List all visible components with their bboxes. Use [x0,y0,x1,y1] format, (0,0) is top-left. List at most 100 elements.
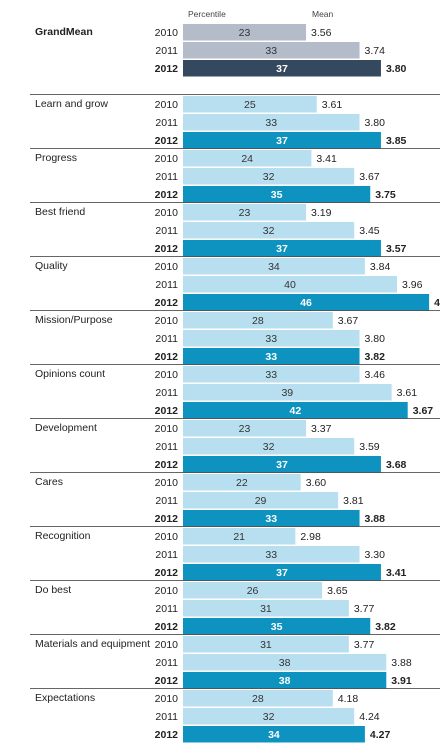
percentile-label: 32 [263,171,275,183]
year-label: 2010 [155,261,179,273]
percentile-label: 37 [276,135,288,147]
year-label: 2012 [155,297,179,309]
mean-label: 3.67 [338,315,359,327]
bar-learn-and-grow-2011 [183,114,360,131]
category-label: Recognition [35,530,91,542]
bar-quality-2010 [183,258,365,275]
category-label: Mission/Purpose [35,314,113,326]
bar-progress-2011 [183,168,355,185]
bar-expectations-2011 [183,708,355,725]
mean-label: 3.67 [359,171,380,183]
bar-learn-and-grow-2010 [183,96,317,113]
percentile-label: 29 [255,495,267,507]
mean-label: 3.59 [359,441,380,453]
category-label: Do best [35,584,71,596]
category-label: GrandMean [35,26,93,38]
mean-label: 3.61 [322,99,343,111]
bar-materials-and-equipment-2012 [183,672,387,689]
mean-label: 3.60 [306,477,327,489]
year-label: 2012 [155,189,179,201]
percentile-label: 32 [263,711,275,723]
year-label: 2010 [155,423,179,435]
percentile-label: 33 [265,351,277,363]
mean-label: 3.68 [386,459,407,471]
mean-label: 3.37 [311,423,332,435]
mean-label: 3.91 [391,675,412,687]
mean-label: 3.88 [391,657,412,669]
year-label: 2012 [155,675,179,687]
bar-recognition-2010 [183,528,296,545]
year-label: 2012 [155,513,179,525]
year-label: 2010 [155,585,179,597]
percentile-label: 31 [260,639,272,651]
percentile-label: 33 [265,549,277,561]
year-label: 2011 [155,171,178,183]
percentile-label: 37 [276,63,288,75]
bar-progress-2012 [183,186,371,203]
percentile-label: 35 [271,189,283,201]
year-label: 2011 [155,333,178,345]
bar-quality-2011 [183,276,397,293]
bar-best-friend-2012 [183,240,381,257]
mean-label: 3.75 [375,189,396,201]
bar-cares-2011 [183,492,339,509]
bar-expectations-2010 [183,690,333,707]
year-label: 2010 [155,99,179,111]
bar-grandmean-2011 [183,42,360,59]
bar-expectations-2012 [183,726,365,743]
bar-do-best-2012 [183,618,371,635]
mean-label: 3.41 [386,567,407,579]
category-label: Best friend [35,206,85,218]
percentile-label: 33 [265,369,277,381]
mean-label: 3.74 [365,45,386,57]
mean-label: 4.18 [338,693,359,705]
mean-label: 3.80 [386,63,407,75]
percentile-label: 34 [268,261,280,273]
mean-label: 3.67 [413,405,434,417]
year-label: 2010 [155,639,179,651]
bar-progress-2010 [183,150,312,167]
year-label: 2011 [155,225,178,237]
category-label: Cares [35,476,63,488]
category-label: Development [35,422,97,434]
year-label: 2011 [155,549,178,561]
category-label: Learn and grow [35,98,108,110]
year-label: 2011 [155,711,178,723]
mean-label: 3.96 [402,279,423,291]
bar-cares-2010 [183,474,301,491]
bar-cares-2012 [183,510,360,527]
bar-mission-purpose-2011 [183,330,360,347]
bar-development-2012 [183,456,381,473]
year-label: 2012 [155,567,179,579]
percentile-label: 39 [281,387,293,399]
mean-label: 3.77 [354,603,375,615]
percentile-label: 35 [271,621,283,633]
mean-label: 3.82 [365,351,386,363]
mean-label: 3.56 [311,27,332,39]
bar-do-best-2010 [183,582,323,599]
mean-label: 4.27 [370,729,391,741]
category-label: Expectations [35,692,95,704]
percentile-label: 33 [265,333,277,345]
bar-recognition-2011 [183,546,360,563]
mean-label: 3.65 [327,585,348,597]
bar-development-2010 [183,420,307,437]
year-label: 2010 [155,153,179,165]
bar-best-friend-2011 [183,222,355,239]
mean-label: 2.98 [300,531,321,543]
category-label: Quality [35,260,68,272]
year-label: 2011 [155,495,178,507]
bar-materials-and-equipment-2010 [183,636,349,653]
year-label: 2012 [155,405,179,417]
year-label: 2012 [155,63,179,75]
percentile-label: 42 [290,405,302,417]
bar-learn-and-grow-2012 [183,132,381,149]
percentile-label: 37 [276,567,288,579]
percentile-label: 23 [239,423,251,435]
bar-mission-purpose-2012 [183,348,360,365]
year-label: 2011 [155,279,178,291]
mean-label: 4.02 [434,297,440,309]
year-label: 2011 [155,45,178,57]
bar-materials-and-equipment-2011 [183,654,387,671]
bar-do-best-2011 [183,600,349,617]
